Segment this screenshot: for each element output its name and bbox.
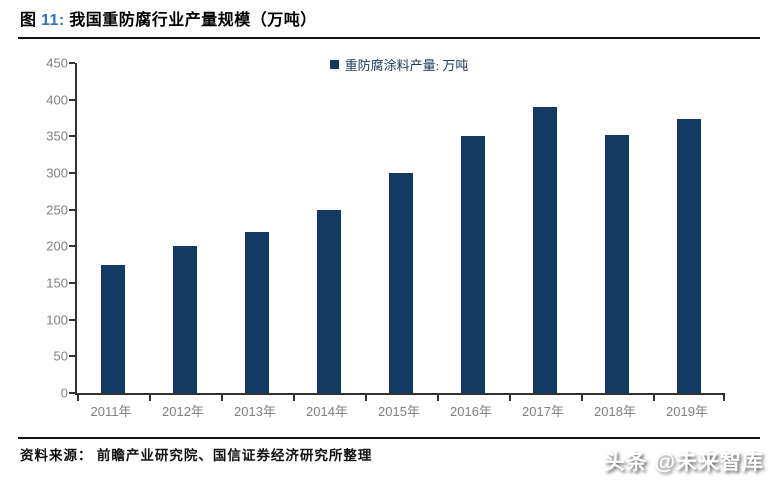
source-note: 资料来源： 前瞻产业研究院、国信证券经济研究所整理 xyxy=(20,448,373,463)
y-tick-label: 300 xyxy=(46,165,68,181)
bar-2018年 xyxy=(605,134,629,393)
x-tick-label: 2011年 xyxy=(90,404,132,419)
x-tick-label: 2017年 xyxy=(522,404,564,419)
y-tick-label: 450 xyxy=(46,55,68,71)
x-tick-label: 2016年 xyxy=(450,404,492,419)
legend-label: 重防腐涂料产量: 万吨 xyxy=(344,57,469,73)
y-axis-labels: 0 50 100 150 200 250 300 350 400 450 xyxy=(26,56,68,401)
y-tick-mark xyxy=(69,172,75,174)
x-tick-label: 2019年 xyxy=(666,404,708,419)
title-divider xyxy=(18,37,760,39)
footer-divider xyxy=(18,437,760,439)
bar-2011年 xyxy=(101,264,125,393)
x-tick-label: 2018年 xyxy=(594,404,636,419)
y-tick-label: 400 xyxy=(46,92,68,108)
y-tick-mark xyxy=(69,318,75,321)
y-tick-mark xyxy=(69,98,75,101)
legend-swatch xyxy=(329,59,339,69)
figure-label: 图 xyxy=(20,12,37,29)
x-tick-mark xyxy=(723,395,725,401)
figure-title: 图 11: 我国重防腐行业产量规模（万吨） xyxy=(20,6,317,30)
y-tick-label: 50 xyxy=(53,348,68,364)
x-tick-mark xyxy=(221,395,223,401)
x-tick-mark xyxy=(365,395,367,401)
plot-area xyxy=(69,62,725,401)
chart-legend: 重防腐涂料产量: 万吨 xyxy=(75,56,723,73)
y-tick-mark xyxy=(69,208,75,211)
x-tick-label: 2012年 xyxy=(162,404,204,419)
x-axis-labels: 2011年 2012年 2013年 2014年 2015年 2016年 2017年 2018年… xyxy=(75,401,723,419)
y-tick-mark xyxy=(69,135,75,138)
bar-2014年 xyxy=(317,209,341,393)
y-tick-label: 0 xyxy=(60,385,68,401)
x-tick-mark xyxy=(509,395,511,401)
bar-2012年 xyxy=(173,246,197,393)
y-tick-label: 150 xyxy=(46,275,68,291)
y-tick-mark xyxy=(69,355,75,358)
y-tick-label: 250 xyxy=(46,202,68,218)
y-tick-mark xyxy=(69,245,75,248)
x-tick-label: 2015年 xyxy=(378,404,420,419)
x-tick-mark xyxy=(149,395,151,401)
figure-number: 11: xyxy=(41,12,65,29)
x-tick-mark xyxy=(581,395,583,401)
x-tick-mark xyxy=(77,395,79,401)
y-tick-label: 200 xyxy=(46,238,68,254)
x-tick-mark xyxy=(653,395,655,401)
figure-title-text: 我国重防腐行业产量规模（万吨） xyxy=(69,12,317,29)
x-tick-label: 2013年 xyxy=(234,404,276,419)
bar-2013年 xyxy=(245,231,269,393)
watermark: 头条 @未来智库 xyxy=(603,451,764,474)
bar-2015年 xyxy=(389,173,413,393)
x-tick-label: 2014年 xyxy=(306,404,348,419)
y-tick-mark xyxy=(69,392,75,394)
bar-2017年 xyxy=(533,107,557,393)
bar-2016年 xyxy=(461,136,485,393)
bar-2019年 xyxy=(677,119,701,393)
y-tick-label: 100 xyxy=(46,312,68,328)
x-tick-mark xyxy=(293,395,295,401)
y-tick-label: 350 xyxy=(46,128,68,144)
x-tick-mark xyxy=(437,395,439,401)
y-tick-mark xyxy=(69,62,75,64)
y-tick-mark xyxy=(69,282,75,284)
